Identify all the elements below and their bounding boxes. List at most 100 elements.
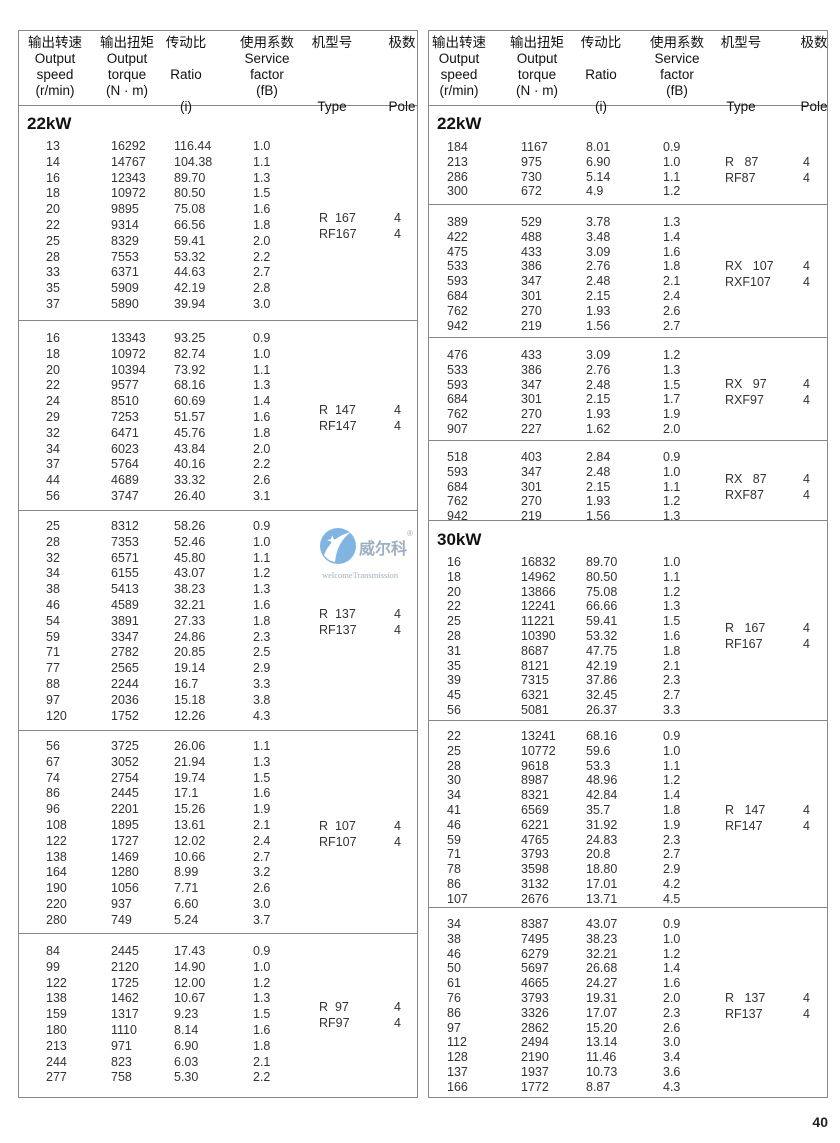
service-factor-cell: 2.7	[663, 847, 681, 862]
pole-label: 4	[394, 606, 401, 621]
speed-cell: 38	[447, 931, 461, 946]
pole-label: 4	[803, 154, 810, 169]
type-label: R 147	[319, 402, 356, 417]
speed-cell: 137	[447, 1064, 468, 1079]
service-factor-cell: 1.3	[253, 378, 271, 393]
ratio-cell: 47.75	[586, 643, 618, 658]
header-en-label: (r/min)	[439, 83, 479, 98]
ratio-cell: 11.46	[586, 1050, 617, 1065]
ratio-cell: 8.01	[586, 140, 611, 154]
speed-cell: 34	[447, 917, 461, 931]
service-factor-cell: 1.3	[253, 582, 271, 597]
rows: 16 16832 89.70 1.0 18 14962 80.50 1.1 20 13866 75.…	[429, 555, 827, 718]
model-group: 22 13241 68.16 0.9 25 10772 59.6 1.0 28 9618 53.3 1…	[429, 721, 827, 908]
table-row: 518 403 2.84 0.9	[429, 450, 827, 465]
ratio-cell: 6.60	[174, 896, 199, 911]
speed-cell: 54	[46, 613, 60, 628]
speed-cell: 138	[46, 991, 67, 1006]
ratio-cell: 66.56	[174, 217, 206, 232]
torque-cell: 749	[111, 912, 132, 927]
service-factor-cell: 1.6	[253, 786, 271, 801]
ratio-cell: 17.1	[174, 786, 199, 801]
table-row: 422 488 3.48 1.4	[429, 230, 827, 245]
table-row: 18 14962 80.50 1.1	[429, 570, 827, 585]
torque-cell: 10390	[521, 628, 556, 643]
header-en-label: (i)	[180, 99, 192, 114]
torque-cell: 6155	[111, 566, 139, 581]
ratio-cell: 89.70	[174, 170, 206, 185]
torque-cell: 386	[521, 259, 542, 274]
type-label: RXF97	[725, 393, 764, 408]
torque-cell: 13343	[111, 331, 146, 345]
ratio-cell: 42.19	[586, 658, 618, 673]
table-row: 762 270 1.93 1.9	[429, 407, 827, 422]
table-row: 942 219 1.56 2.7	[429, 319, 827, 334]
speed-cell: 25	[46, 519, 60, 533]
torque-cell: 8321	[521, 788, 549, 803]
ratio-cell: 1.93	[586, 494, 611, 509]
torque-cell: 4665	[521, 976, 549, 991]
type-label: R 87	[725, 154, 759, 169]
table-header: 输出转速 Output speed (r/min) 输出扭矩 Output torque (N…	[429, 31, 828, 114]
speed-cell: 37	[46, 457, 60, 472]
torque-cell: 2120	[111, 959, 139, 974]
service-factor-cell: 1.8	[253, 613, 271, 628]
table-row: 762 270 1.93 1.2	[429, 494, 827, 509]
torque-cell: 2565	[111, 661, 139, 676]
ratio-cell: 60.69	[174, 394, 206, 409]
header-en-label: torque	[517, 67, 557, 82]
speed-cell: 593	[447, 274, 468, 289]
rows: 34 8387 43.07 0.9 38 7495 38.23 1.0 46 6279 32.21 1…	[429, 917, 827, 1095]
table-row: 684 301 2.15 1.1	[429, 480, 827, 495]
torque-cell: 6279	[521, 946, 549, 961]
service-factor-cell: 1.0	[253, 959, 271, 974]
speed-cell: 593	[447, 464, 468, 479]
svg-text:®: ®	[407, 529, 413, 538]
table-row: 34 8321 42.84 1.4	[429, 788, 827, 803]
pole-label: 4	[394, 1000, 401, 1015]
service-factor-cell: 2.7	[663, 318, 681, 333]
speed-cell: 13	[46, 139, 60, 153]
table-row: 593 347 2.48 1.0	[429, 465, 827, 480]
table-row: 32 6471 45.76 1.8	[19, 426, 417, 442]
speed-cell: 86	[447, 876, 461, 891]
table-row: 88 2244 16.7 3.3	[19, 677, 417, 693]
ratio-cell: 18.80	[586, 862, 618, 877]
torque-cell: 1280	[111, 865, 139, 880]
speed-cell: 46	[447, 817, 461, 832]
ratio-cell: 26.06	[174, 739, 206, 753]
type-block: R 137 4 RF137 4	[19, 606, 417, 638]
service-factor-cell: 1.0	[663, 931, 681, 946]
service-factor-cell: 0.9	[663, 140, 681, 154]
ratio-cell: 58.26	[174, 519, 206, 533]
table-row: 46 6279 32.21 1.2	[429, 947, 827, 962]
speed-cell: 56	[447, 702, 461, 717]
rows: 13 16292 116.44 1.0 14 14767 104.38 1.1 16 12343 8…	[19, 139, 417, 313]
table-row: 112 2494 13.14 3.0	[429, 1035, 827, 1050]
table-row: 44 4689 33.32 2.6	[19, 473, 417, 489]
speed-cell: 97	[46, 692, 60, 707]
speed-cell: 684	[447, 392, 468, 407]
header-type: 机型号 Type	[713, 35, 769, 114]
table-header: 输出转速 Output speed (r/min) 输出扭矩 Output torque (N…	[19, 31, 417, 114]
torque-cell: 3326	[521, 1005, 549, 1020]
torque-cell: 1469	[111, 849, 139, 864]
ratio-cell: 66.66	[586, 599, 618, 614]
speed-cell: 56	[46, 739, 60, 753]
table-row: 138 1462 10.67 1.3	[19, 991, 417, 1007]
type-label: RX 107	[725, 259, 774, 274]
header-speed: 输出转速 Output speed (r/min)	[431, 35, 487, 98]
table-row: 28 7353 52.46 1.0	[19, 535, 417, 551]
speed-cell: 61	[447, 976, 461, 991]
table-row: 22 13241 68.16 0.9	[429, 729, 827, 744]
type-label: RF107	[319, 834, 357, 849]
header-ratio: 传动比 Ratio (i)	[573, 35, 629, 114]
ratio-cell: 20.8	[586, 847, 611, 862]
speed-cell: 684	[447, 288, 468, 303]
service-factor-cell: 1.6	[253, 597, 271, 612]
torque-cell: 5697	[521, 961, 549, 976]
speed-cell: 25	[46, 233, 60, 248]
torque-cell: 3347	[111, 629, 139, 644]
service-factor-cell: 2.9	[253, 661, 271, 676]
speed-cell: 159	[46, 1007, 67, 1022]
